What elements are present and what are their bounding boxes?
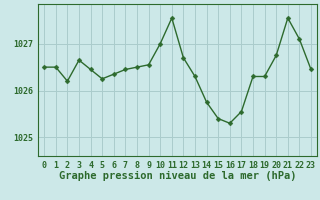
- X-axis label: Graphe pression niveau de la mer (hPa): Graphe pression niveau de la mer (hPa): [59, 171, 296, 181]
